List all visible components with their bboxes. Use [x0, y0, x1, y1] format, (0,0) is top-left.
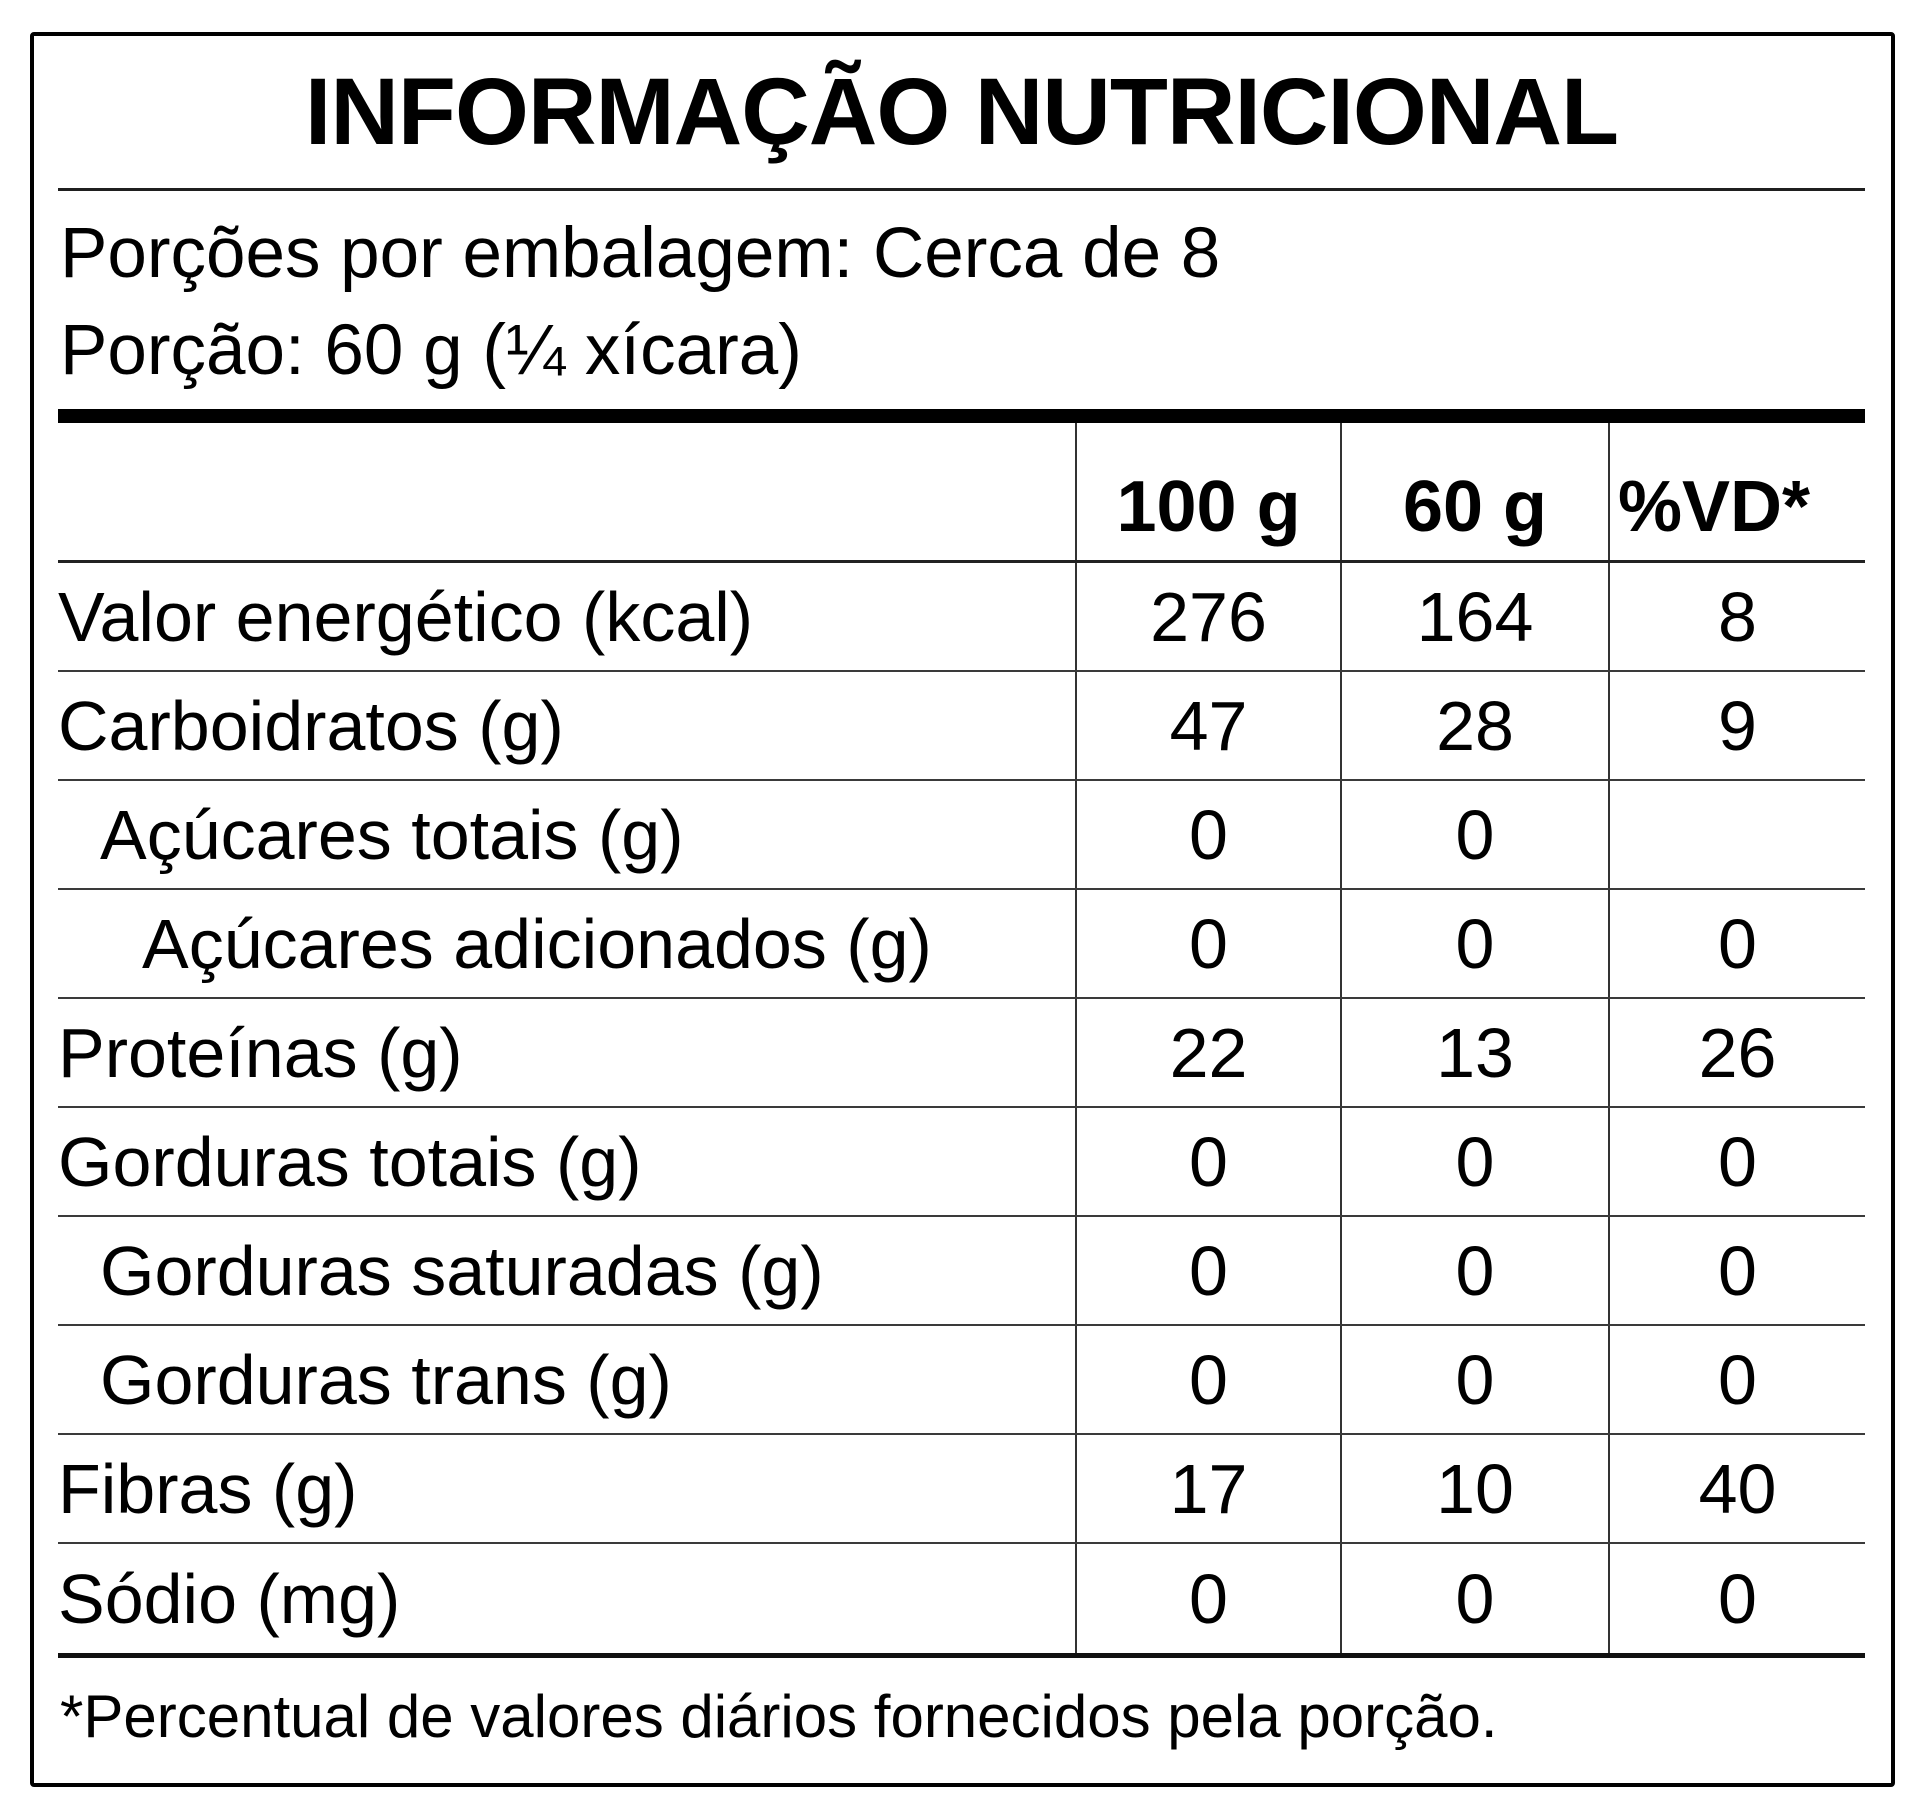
nutrient-label: Sódio (mg) [58, 1559, 401, 1638]
value-percent-dv: 9 [1608, 672, 1865, 779]
value-percent-dv: 8 [1608, 563, 1865, 670]
value-per-60g: 0 [1340, 890, 1608, 997]
header-spacer [58, 423, 1075, 560]
value-percent-dv: 0 [1608, 1108, 1865, 1215]
value-percent-dv: 0 [1608, 1217, 1865, 1324]
value-per-100g: 47 [1075, 672, 1340, 779]
nutrient-table-body: Valor energético (kcal) 276 164 8 Carboi… [58, 563, 1865, 1653]
table-row: Gorduras saturadas (g) 0 0 0 [58, 1217, 1865, 1326]
table-row: Açúcares totais (g) 0 0 [58, 781, 1865, 890]
table-row: Carboidratos (g) 47 28 9 [58, 672, 1865, 781]
value-per-100g: 0 [1075, 781, 1340, 888]
table-row: Valor energético (kcal) 276 164 8 [58, 563, 1865, 672]
table-row: Gorduras totais (g) 0 0 0 [58, 1108, 1865, 1217]
table-row: Fibras (g) 17 10 40 [58, 1435, 1865, 1544]
column-header-percent-dv: %VD* [1608, 423, 1865, 560]
table-row: Gorduras trans (g) 0 0 0 [58, 1326, 1865, 1435]
value-per-60g: 0 [1340, 781, 1608, 888]
nutrient-label: Gorduras saturadas (g) [100, 1231, 824, 1310]
value-percent-dv: 0 [1608, 890, 1865, 997]
daily-value-footnote: *Percentual de valores diários fornecido… [60, 1683, 1498, 1750]
column-header-100g: 100 g [1075, 423, 1340, 560]
page-title: INFORMAÇÃO NUTRICIONAL [304, 58, 1619, 165]
value-per-60g: 164 [1340, 563, 1608, 670]
nutrient-label: Carboidratos (g) [58, 686, 564, 765]
serving-info: Porções por embalagem: Cerca de 8 Porção… [58, 191, 1865, 409]
value-per-60g: 0 [1340, 1544, 1608, 1653]
value-per-100g: 0 [1075, 890, 1340, 997]
portion-size-text: Porção: 60 g (¼ xícara) [60, 311, 802, 390]
value-per-100g: 0 [1075, 1544, 1340, 1653]
nutrient-label: Açúcares totais (g) [100, 795, 684, 874]
nutrient-label: Gorduras totais (g) [58, 1122, 642, 1201]
nutrient-label: Valor energético (kcal) [58, 577, 754, 656]
value-percent-dv: 0 [1608, 1544, 1865, 1653]
value-per-100g: 0 [1075, 1326, 1340, 1433]
value-per-100g: 276 [1075, 563, 1340, 670]
section-divider-bar [58, 409, 1865, 423]
label-header: INFORMAÇÃO NUTRICIONAL [58, 36, 1865, 191]
value-per-60g: 0 [1340, 1108, 1608, 1215]
nutrition-label: INFORMAÇÃO NUTRICIONAL Porções por embal… [30, 32, 1895, 1787]
nutrient-label: Proteínas (g) [58, 1013, 463, 1092]
value-per-60g: 0 [1340, 1326, 1608, 1433]
value-per-100g: 0 [1075, 1217, 1340, 1324]
nutrient-label: Gorduras trans (g) [100, 1340, 672, 1419]
table-row: Açúcares adicionados (g) 0 0 0 [58, 890, 1865, 999]
value-percent-dv: 0 [1608, 1326, 1865, 1433]
value-per-60g: 28 [1340, 672, 1608, 779]
value-per-60g: 0 [1340, 1217, 1608, 1324]
table-row: Sódio (mg) 0 0 0 [58, 1544, 1865, 1653]
value-per-60g: 10 [1340, 1435, 1608, 1542]
value-per-100g: 0 [1075, 1108, 1340, 1215]
nutrient-label: Açúcares adicionados (g) [142, 904, 932, 983]
value-per-100g: 17 [1075, 1435, 1340, 1542]
value-per-100g: 22 [1075, 999, 1340, 1106]
footer-divider-line [58, 1653, 1865, 1658]
portions-per-package-text: Porções por embalagem: Cerca de 8 [60, 214, 1221, 293]
value-percent-dv [1608, 781, 1865, 888]
nutrient-label: Fibras (g) [58, 1449, 358, 1528]
table-row: Proteínas (g) 22 13 26 [58, 999, 1865, 1108]
value-percent-dv: 26 [1608, 999, 1865, 1106]
value-percent-dv: 40 [1608, 1435, 1865, 1542]
value-per-60g: 13 [1340, 999, 1608, 1106]
table-header-row: 100 g 60 g %VD* [58, 423, 1865, 563]
column-header-60g: 60 g [1340, 423, 1608, 560]
